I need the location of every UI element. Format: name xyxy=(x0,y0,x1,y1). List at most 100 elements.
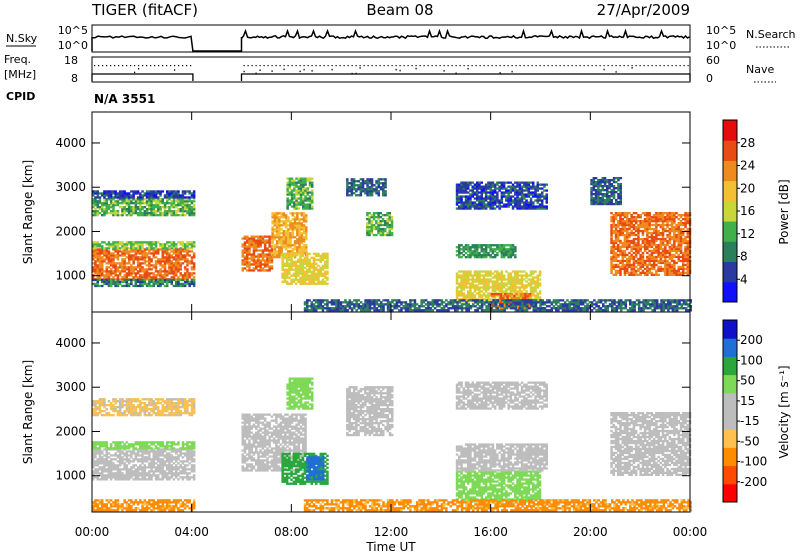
heatmap-cell xyxy=(679,241,683,245)
heatmap-cell xyxy=(302,183,305,186)
heatmap-cell xyxy=(458,201,461,204)
heatmap-cell xyxy=(132,212,135,215)
heatmap-cell xyxy=(175,198,178,201)
heatmap-cell xyxy=(626,239,629,243)
heatmap-cell xyxy=(301,252,304,255)
heatmap-cell xyxy=(661,212,665,215)
heatmap-cell xyxy=(275,218,279,221)
heatmap-cell xyxy=(388,225,391,229)
heatmap-cell xyxy=(673,263,676,267)
heatmap-cell xyxy=(302,216,306,219)
heatmap-cell xyxy=(281,262,284,265)
heatmap-cell xyxy=(664,239,667,243)
heatmap-cell xyxy=(121,202,124,205)
heatmap-cell xyxy=(637,237,640,241)
heatmap-cell xyxy=(159,190,162,193)
heatmap-cell xyxy=(505,296,508,299)
heatmap-cell xyxy=(655,231,658,235)
heatmap-cell xyxy=(266,235,269,238)
heatmap-cell xyxy=(520,282,524,285)
heatmap-cell xyxy=(170,192,173,195)
nave-dot xyxy=(643,65,645,67)
heatmap-cell xyxy=(179,268,182,271)
nave-dot xyxy=(455,72,457,74)
heatmap-cell xyxy=(355,184,358,187)
heatmap-cell xyxy=(670,269,674,272)
heatmap-cell xyxy=(601,200,604,204)
heatmap-cell xyxy=(601,195,604,198)
heatmap-cell xyxy=(166,256,169,259)
heatmap-cell xyxy=(145,212,149,215)
heatmap-cell xyxy=(283,270,287,273)
heatmap-cell xyxy=(628,235,631,239)
heatmap-cell xyxy=(300,222,304,225)
heatmap-cell xyxy=(311,189,314,192)
heatmap-cell xyxy=(375,182,378,185)
heatmap-cell xyxy=(520,189,524,192)
heatmap-cell xyxy=(175,254,178,257)
heatmap-cell xyxy=(352,186,356,189)
heatmap-cell xyxy=(670,265,674,269)
heatmap-cell xyxy=(107,245,111,248)
heatmap-cell xyxy=(282,246,286,249)
heatmap-cell xyxy=(523,201,526,204)
heatmap-cell xyxy=(312,270,316,273)
heatmap-cell xyxy=(166,202,169,205)
heatmap-cell xyxy=(670,255,674,259)
heatmap-cell xyxy=(96,206,99,209)
heatmap-cell xyxy=(534,185,537,188)
heatmap-cell xyxy=(308,191,312,194)
heatmap-cell xyxy=(478,203,481,206)
nave-dot xyxy=(178,65,180,67)
heatmap-cell xyxy=(507,191,510,194)
heatmap-cell xyxy=(673,265,676,269)
heatmap-cell xyxy=(172,190,176,193)
heatmap-cell xyxy=(344,305,347,308)
heatmap-cell xyxy=(288,179,292,182)
heatmap-cell xyxy=(101,202,104,205)
heatmap-cell xyxy=(666,220,669,223)
heatmap-cell xyxy=(96,200,99,203)
heatmap-cell xyxy=(529,296,533,299)
heatmap-cell xyxy=(679,239,683,243)
heatmap-cell xyxy=(527,185,530,188)
heatmap-cell xyxy=(599,200,602,204)
heatmap-cell xyxy=(637,269,640,272)
heatmap-cell xyxy=(476,278,479,281)
heatmap-cell xyxy=(462,185,465,188)
heatmap-cell xyxy=(630,220,633,223)
heatmap-cell xyxy=(306,179,309,182)
heatmap-cell xyxy=(361,178,365,181)
heatmap-cell xyxy=(652,227,656,231)
heatmap-cell xyxy=(114,270,117,273)
heatmap-cell xyxy=(112,212,115,215)
heatmap-cell xyxy=(287,250,290,253)
heatmap-cell xyxy=(603,179,607,182)
heatmap-cell xyxy=(296,254,299,257)
heatmap-cell xyxy=(677,222,680,225)
heatmap-cell xyxy=(469,250,472,253)
heatmap-cell xyxy=(491,195,495,198)
heatmap-cell xyxy=(288,177,292,180)
heatmap-cell xyxy=(315,301,318,304)
heatmap-cell xyxy=(464,195,468,198)
heatmap-cell xyxy=(298,246,301,249)
heatmap-cell xyxy=(643,223,647,227)
heatmap-cell xyxy=(493,288,497,291)
heatmap-cell xyxy=(520,274,524,277)
heatmap-cell xyxy=(462,286,465,289)
heatmap-cell xyxy=(302,179,305,182)
heatmap-cell xyxy=(476,185,479,188)
heatmap-cell xyxy=(621,225,624,229)
heatmap-cell xyxy=(186,276,189,279)
heatmap-cell xyxy=(152,214,155,217)
heatmap-cell xyxy=(312,282,316,285)
heatmap-cell xyxy=(271,236,274,239)
heatmap-cell xyxy=(143,268,147,271)
heatmap-cell xyxy=(511,205,515,208)
heatmap-cell xyxy=(177,250,180,253)
heatmap-cell xyxy=(668,216,672,219)
heatmap-cell xyxy=(603,198,607,202)
heatmap-cell xyxy=(652,249,656,253)
heatmap-cell xyxy=(493,276,497,279)
